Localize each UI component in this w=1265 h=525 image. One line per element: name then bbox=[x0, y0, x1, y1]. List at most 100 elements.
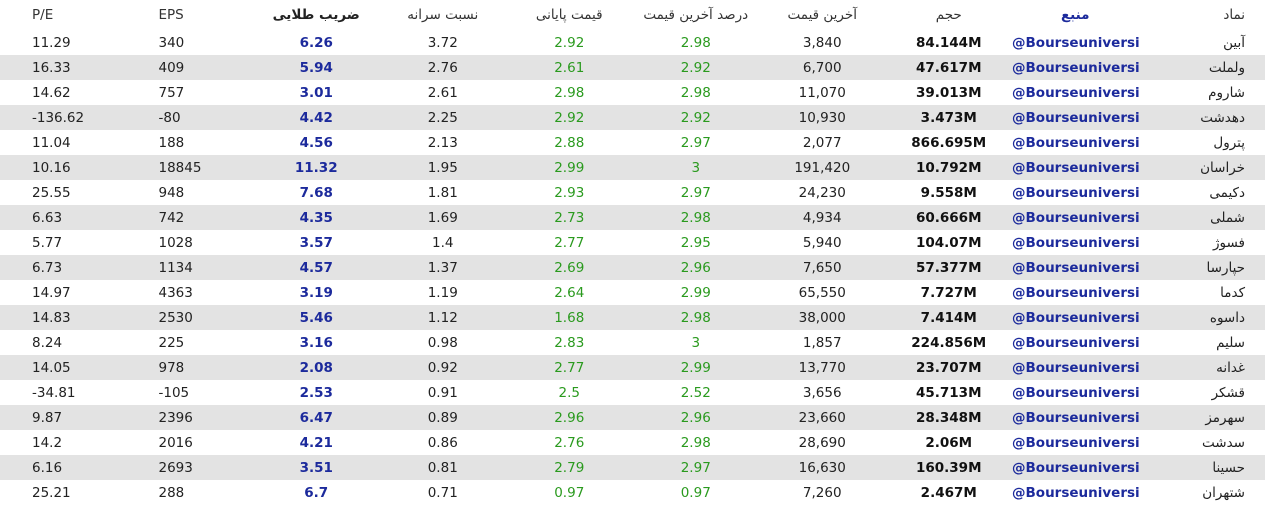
table-cell: 18845 bbox=[126, 155, 253, 180]
table-row: 14.83 2530 5.46 1.12 1.68 2.98 38,000 7.414M @Bo… bbox=[0, 305, 1265, 330]
table-cell: 6.47 bbox=[253, 405, 380, 430]
table-cell: @Bourseuniversi bbox=[1012, 184, 1139, 201]
table-cell: 225 bbox=[158, 334, 185, 351]
table-cell: 3,840 bbox=[802, 34, 842, 51]
table-row: 25.21 288 6.7 0.71 0.97 0.97 7,260 2.467M @Bours… bbox=[0, 480, 1265, 505]
table-cell: 28,690 bbox=[798, 434, 846, 451]
table-cell: 1028 bbox=[158, 234, 193, 251]
table-row: 8.24 225 3.16 0.98 2.83 3 1,857 224.856M @Bourse… bbox=[0, 330, 1265, 355]
table-cell: 2.69 bbox=[506, 255, 633, 280]
table-cell: 23.707M bbox=[885, 355, 1012, 380]
table-cell: 2530 bbox=[126, 305, 253, 330]
table-cell: 4.57 bbox=[253, 255, 380, 280]
table-row: 16.33 409 5.94 2.76 2.61 2.92 6,700 47.617M @Bou… bbox=[0, 55, 1265, 80]
table-cell: حسینا bbox=[1138, 455, 1265, 480]
table-cell: 340 bbox=[158, 34, 185, 51]
table-row: -136.62 -80 4.42 2.25 2.92 2.92 10,930 3.473M @B… bbox=[0, 105, 1265, 130]
table-cell: سلیم bbox=[1216, 334, 1245, 351]
table-cell: @Bourseuniversi bbox=[1012, 334, 1139, 351]
table-cell: 224.856M bbox=[911, 334, 987, 351]
table-cell: 2.61 bbox=[427, 84, 458, 101]
table-cell: 45.713M bbox=[915, 384, 982, 401]
table-cell: 11,070 bbox=[798, 84, 846, 101]
table-cell: غدانه bbox=[1138, 355, 1265, 380]
table-cell: 6.16 bbox=[0, 455, 127, 480]
table-cell: 948 bbox=[158, 184, 185, 201]
table-cell: 866.695M bbox=[911, 134, 987, 151]
table-cell: 5.77 bbox=[32, 234, 63, 251]
table-cell: سدشت bbox=[1202, 434, 1245, 451]
table-cell: @Bourseuniversi bbox=[1012, 455, 1139, 480]
table-cell: @Bourseuniversi bbox=[1012, 484, 1139, 501]
table-row: 6.73 1134 4.57 1.37 2.69 2.96 7,650 57.377M @Bou… bbox=[0, 255, 1265, 280]
table-cell: 2.98 bbox=[632, 305, 759, 330]
table-cell: @Bourseuniversi bbox=[1012, 405, 1139, 430]
table-cell: @Bourseuniversi bbox=[1012, 134, 1139, 151]
table-cell: 2.97 bbox=[680, 184, 711, 201]
table-cell: 13,770 bbox=[759, 355, 886, 380]
table-cell: 104.07M bbox=[915, 234, 982, 251]
table-cell: 1,857 bbox=[802, 334, 842, 351]
table-row: 6.63 742 4.35 1.69 2.73 2.98 4,934 60.666M @Bour… bbox=[0, 205, 1265, 230]
table-cell: @Bourseuniversi bbox=[1012, 205, 1139, 230]
table-cell: 2.73 bbox=[506, 205, 633, 230]
table-cell: 10,930 bbox=[759, 105, 886, 130]
column-header: منبع bbox=[1060, 7, 1090, 23]
table-cell: 2.52 bbox=[680, 384, 711, 401]
table-cell: 2693 bbox=[126, 455, 253, 480]
table-cell: 0.98 bbox=[427, 334, 458, 351]
table-cell: 0.97 bbox=[680, 484, 711, 501]
table-cell: 0.89 bbox=[379, 405, 506, 430]
table-cell: 191,420 bbox=[759, 155, 886, 180]
table-cell: 4.35 bbox=[253, 205, 380, 230]
table-cell: 2.467M bbox=[920, 484, 977, 501]
table-cell: شاروم bbox=[1208, 84, 1245, 101]
column-header: قیمت پایانی bbox=[535, 7, 603, 23]
table-cell: دکیمی bbox=[1209, 184, 1245, 201]
table-cell: 2.83 bbox=[554, 334, 585, 351]
table-row: -34.81 -105 2.53 0.91 2.5 2.52 3,656 45.713M @Bo… bbox=[0, 380, 1265, 405]
table-cell: 10.16 bbox=[0, 155, 127, 180]
table-cell: 39.013M bbox=[915, 84, 982, 101]
table-cell: 2.98 bbox=[680, 84, 711, 101]
table-cell: 978 bbox=[126, 355, 253, 380]
table-cell: 3 bbox=[691, 334, 701, 351]
table-cell: 2.13 bbox=[427, 134, 458, 151]
table-cell: @Bourseuniversi bbox=[1012, 384, 1139, 401]
table-cell: 10.792M bbox=[885, 155, 1012, 180]
table-cell: -80 bbox=[126, 105, 253, 130]
table-cell: 2016 bbox=[158, 434, 193, 451]
table-cell: 2.61 bbox=[506, 55, 633, 80]
table-cell: 2.92 bbox=[632, 105, 759, 130]
table-cell: 25.21 bbox=[32, 484, 71, 501]
column-header: P/E bbox=[32, 7, 54, 23]
table-cell: @Bourseuniversi bbox=[1012, 434, 1139, 451]
header-row: P/E EPS ضریب طلایی نسبت سرانه قیمت پایانی درص… bbox=[0, 0, 1265, 30]
table-cell: 2.08 bbox=[253, 355, 380, 380]
table-cell: 14.83 bbox=[0, 305, 127, 330]
table-cell: 1.69 bbox=[379, 205, 506, 230]
table-cell: شملی bbox=[1138, 205, 1265, 230]
table-cell: 2.77 bbox=[506, 355, 633, 380]
table-row: 11.29 340 6.26 3.72 2.92 2.98 3,840 84.144M @Bou… bbox=[0, 30, 1265, 55]
table-cell: 2.98 bbox=[680, 434, 711, 451]
table-cell: 2.93 bbox=[554, 184, 585, 201]
table-cell: 5,940 bbox=[802, 234, 842, 251]
table-cell: فسوژ bbox=[1213, 234, 1245, 251]
table-cell: 2.79 bbox=[506, 455, 633, 480]
table-cell: 1.68 bbox=[506, 305, 633, 330]
table-cell: 1.4 bbox=[432, 234, 454, 251]
table-cell: 3.19 bbox=[299, 284, 333, 301]
table-body: 11.29 340 6.26 3.72 2.92 2.98 3,840 84.144M @Bou… bbox=[0, 30, 1265, 505]
table-cell: 6.26 bbox=[299, 34, 333, 51]
table-row: 10.16 18845 11.32 1.95 2.99 3 191,420 10.792M @B… bbox=[0, 155, 1265, 180]
stock-table: P/E EPS ضریب طلایی نسبت سرانه قیمت پایانی درص… bbox=[0, 0, 1265, 505]
column-header: حجم bbox=[935, 7, 962, 23]
table-cell: 84.144M bbox=[915, 34, 982, 51]
table-cell: @Bourseuniversi bbox=[1012, 155, 1139, 180]
table-cell: 2.97 bbox=[632, 455, 759, 480]
table-cell: 2.99 bbox=[632, 355, 759, 380]
table-cell: 16.33 bbox=[0, 55, 127, 80]
table-cell: 3.51 bbox=[253, 455, 380, 480]
table-cell: 1.95 bbox=[379, 155, 506, 180]
